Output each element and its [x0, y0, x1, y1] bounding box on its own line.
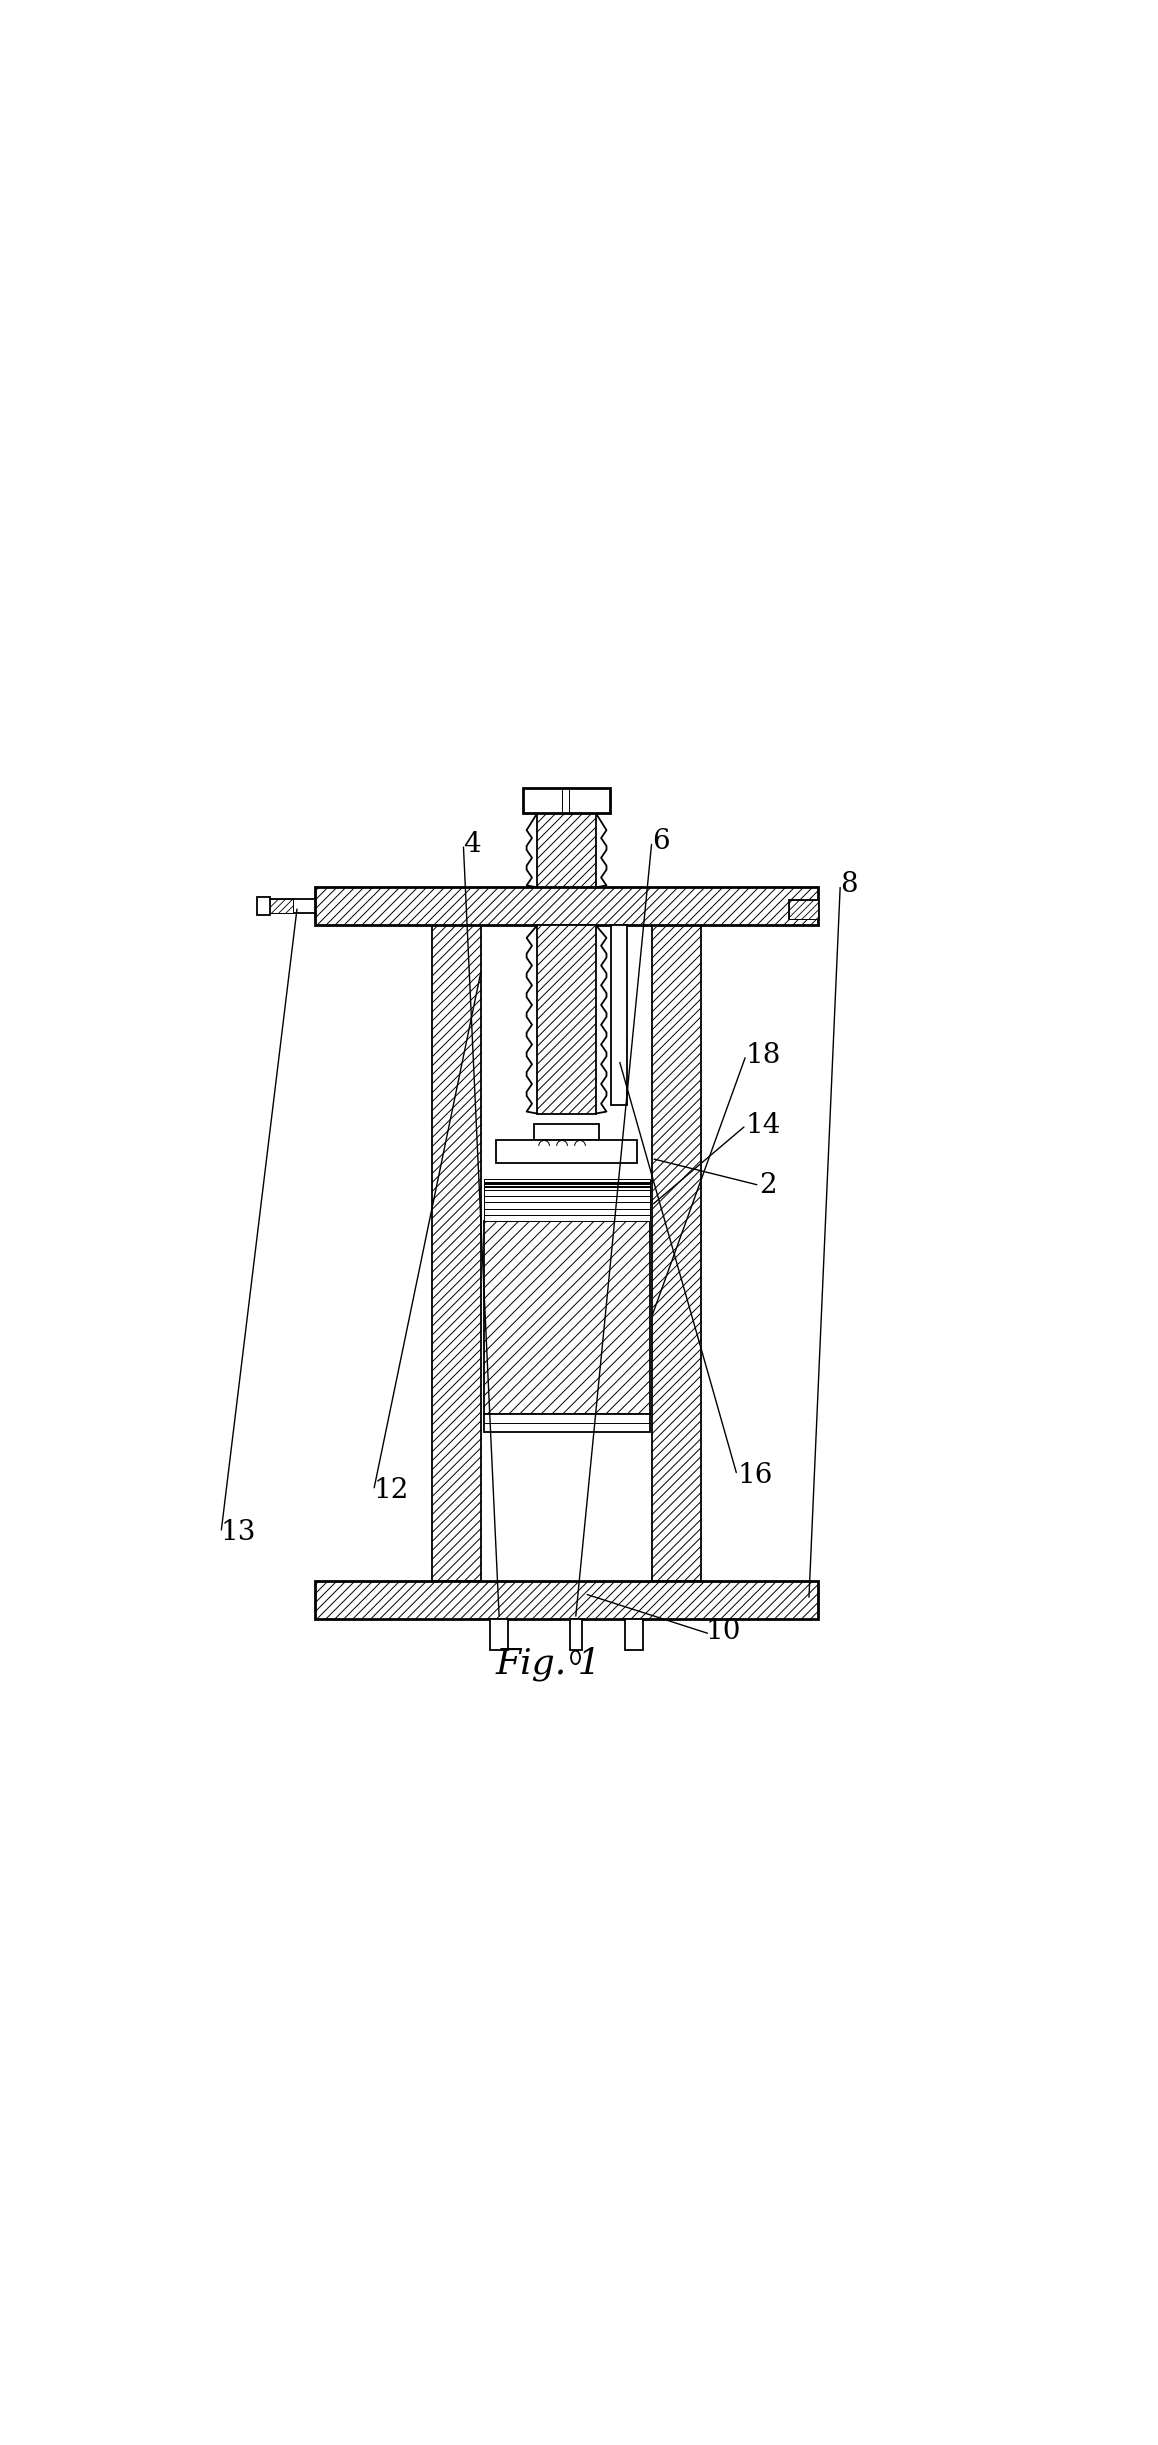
- Bar: [484, 1215, 650, 1220]
- Bar: [652, 924, 701, 1582]
- Text: 12: 12: [374, 1477, 409, 1504]
- Bar: [537, 812, 595, 888]
- Text: 18: 18: [746, 1042, 782, 1068]
- Bar: [496, 1139, 637, 1164]
- Text: Fig. 1: Fig. 1: [496, 1645, 601, 1682]
- Bar: [484, 1196, 650, 1203]
- Bar: [570, 1619, 582, 1650]
- Bar: [535, 1125, 599, 1139]
- Bar: [266, 900, 293, 914]
- Bar: [484, 1208, 650, 1215]
- Bar: [611, 924, 628, 1105]
- Bar: [789, 900, 818, 919]
- Bar: [537, 924, 595, 1112]
- Text: 4: 4: [463, 831, 481, 858]
- Bar: [257, 897, 270, 914]
- Bar: [490, 1619, 508, 1650]
- Bar: [484, 1191, 650, 1196]
- Bar: [315, 888, 818, 924]
- Bar: [625, 1619, 643, 1650]
- Bar: [484, 1178, 650, 1183]
- Bar: [432, 924, 482, 1582]
- Bar: [522, 787, 610, 812]
- Bar: [484, 1413, 650, 1433]
- Text: 10: 10: [705, 1619, 741, 1645]
- Text: 2: 2: [760, 1171, 777, 1198]
- Bar: [484, 1203, 650, 1208]
- Bar: [484, 1183, 650, 1186]
- Text: 13: 13: [221, 1518, 256, 1545]
- Ellipse shape: [571, 1650, 580, 1665]
- Bar: [484, 1220, 650, 1413]
- Text: 16: 16: [736, 1462, 772, 1489]
- Bar: [484, 1186, 650, 1191]
- Bar: [266, 900, 315, 914]
- Bar: [482, 924, 652, 1582]
- Bar: [789, 900, 818, 919]
- Text: 8: 8: [841, 870, 858, 897]
- Text: 14: 14: [746, 1112, 782, 1139]
- Bar: [315, 1582, 818, 1619]
- Text: 6: 6: [652, 829, 669, 856]
